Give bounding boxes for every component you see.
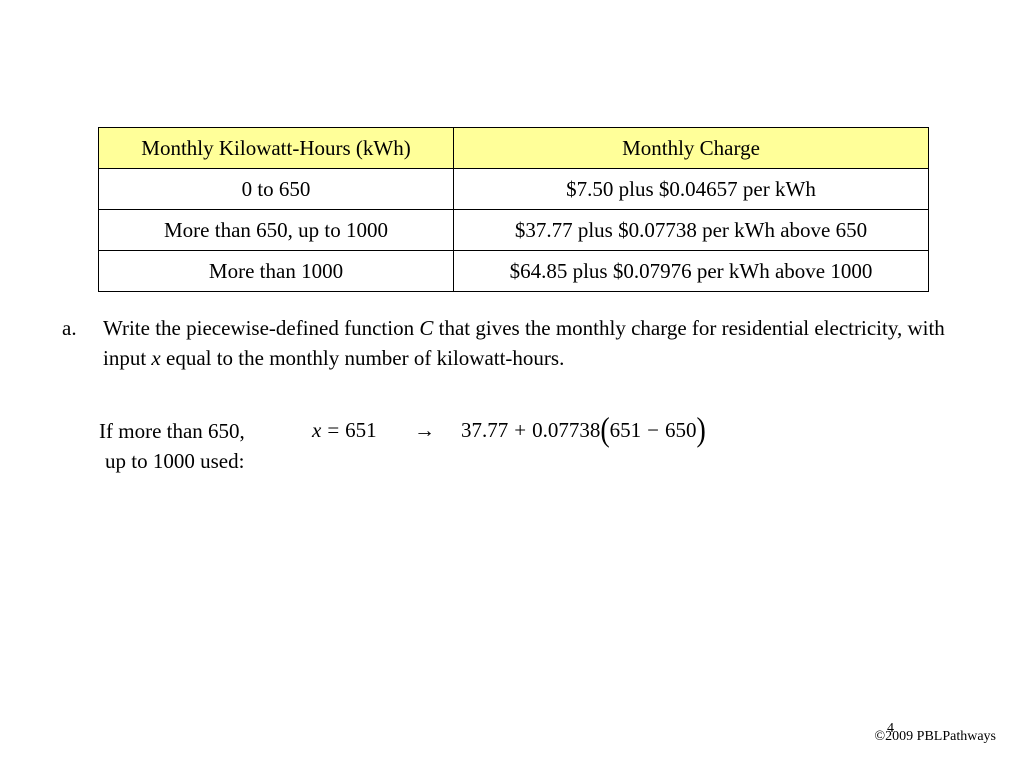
assign-value: 651 <box>345 418 377 442</box>
header-charge: Monthly Charge <box>453 127 929 169</box>
question-text: Write the piecewise-defined function C t… <box>103 313 982 373</box>
expr-a: 651 <box>609 418 642 442</box>
header-kwh: Monthly Kilowatt-Hours (kWh) <box>98 127 454 169</box>
footer-copyright: ©2009 PBLPathways <box>874 729 996 744</box>
cell-kwh-range: 0 to 650 <box>98 168 454 210</box>
table-header-row: Monthly Kilowatt-Hours (kWh) Monthly Cha… <box>98 127 929 169</box>
input-assignment: x = 651 <box>312 415 377 445</box>
expr-b: 650 <box>665 418 697 442</box>
cell-charge: $64.85 plus $0.07976 per kWh above 1000 <box>453 250 929 292</box>
condition-label: If more than 650, up to 1000 used: <box>99 416 245 476</box>
minus-sign: − <box>647 418 660 442</box>
question-a: a. Write the piecewise-defined function … <box>62 313 982 373</box>
question-text-part: Write the piecewise-defined function <box>103 316 420 340</box>
assign-variable: x <box>312 418 322 442</box>
expr-base: 37.77 <box>461 418 509 442</box>
cell-charge: $7.50 plus $0.04657 per kWh <box>453 168 929 210</box>
cell-kwh-range: More than 650, up to 1000 <box>98 209 454 251</box>
table-row: More than 1000 $64.85 plus $0.07976 per … <box>98 250 929 292</box>
plus-sign: + <box>514 418 527 442</box>
function-variable-c: C <box>419 316 434 340</box>
charge-expression: 37.77 +0.07738(651−650) <box>461 411 706 449</box>
table-row: 0 to 650 $7.50 plus $0.04657 per kWh <box>98 168 929 210</box>
expr-rate: 0.07738 <box>532 418 601 442</box>
open-paren: ( <box>600 411 610 449</box>
rate-table: Monthly Kilowatt-Hours (kWh) Monthly Cha… <box>98 127 929 292</box>
close-paren: ) <box>696 411 706 449</box>
question-text-part: that gives the monthly charge for reside… <box>103 316 945 370</box>
cell-charge: $37.77 plus $0.07738 per kWh above 650 <box>453 209 929 251</box>
page-number: 4 <box>887 721 894 736</box>
input-variable-x: x <box>151 346 161 370</box>
table-row: More than 650, up to 1000 $37.77 plus $0… <box>98 209 929 251</box>
question-text-part: equal to the monthly number of kilowatt-… <box>160 346 565 370</box>
condition-line-1: If more than 650, <box>99 419 245 443</box>
condition-line-2: up to 1000 used: <box>105 449 245 473</box>
question-letter: a. <box>62 316 77 340</box>
cell-kwh-range: More than 1000 <box>98 250 454 292</box>
right-arrow-icon: → <box>414 418 435 442</box>
equals-sign: = <box>327 418 340 442</box>
